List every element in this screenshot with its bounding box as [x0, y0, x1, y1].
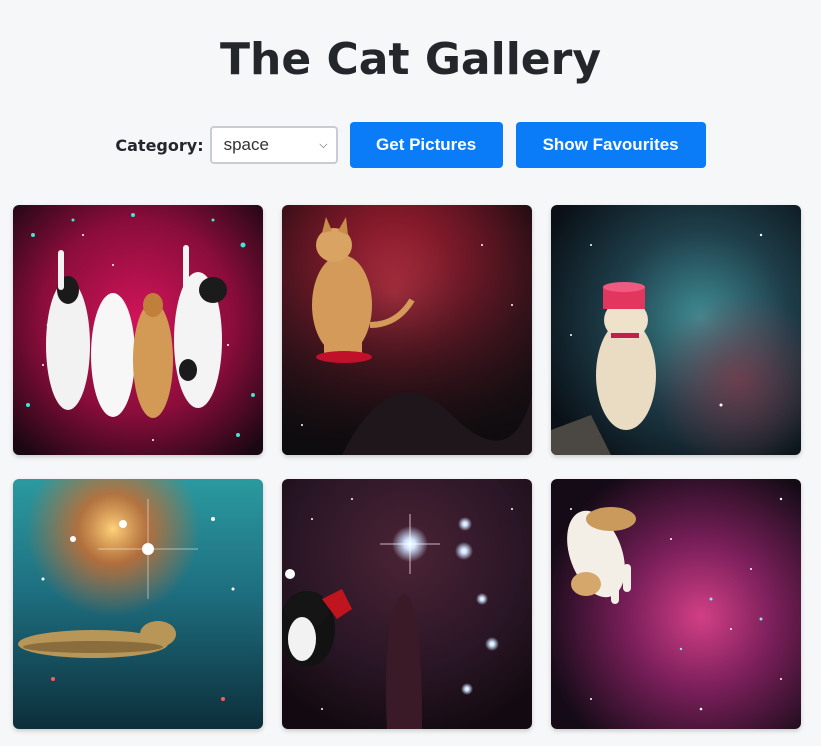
cat-image-4: [13, 479, 263, 729]
gallery-image[interactable]: [13, 479, 263, 729]
cat-image-2: [282, 205, 532, 455]
show-favourites-button[interactable]: Show Favourites: [515, 122, 706, 168]
gallery-image[interactable]: [13, 205, 263, 455]
gallery-image[interactable]: [551, 205, 801, 455]
gallery-image[interactable]: [551, 479, 801, 729]
category-select-value: space: [223, 135, 269, 154]
cat-image-1: [13, 205, 263, 455]
category-label: Category:: [115, 135, 204, 155]
category-select[interactable]: space ⌵: [209, 126, 338, 164]
gallery-image[interactable]: [282, 479, 532, 729]
cat-image-3: [551, 205, 801, 455]
cat-image-6: [551, 479, 801, 729]
page-title: The Cat Gallery: [219, 34, 602, 85]
get-pictures-button[interactable]: Get Pictures: [349, 122, 503, 168]
gallery-image[interactable]: [282, 205, 532, 455]
cat-image-5: [282, 479, 532, 729]
chevron-down-icon: ⌵: [319, 138, 328, 151]
controls-bar: Category: space ⌵ Get Pictures Show Favo…: [0, 122, 821, 168]
